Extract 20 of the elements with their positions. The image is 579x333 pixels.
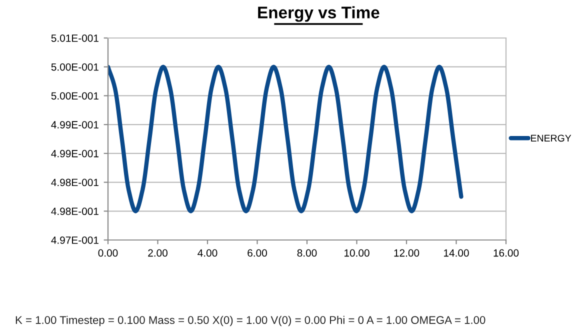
y-tick-label: 4.97E-001 bbox=[51, 236, 98, 244]
x-tick-label: 0.00 bbox=[98, 249, 118, 257]
y-tick-label: 4.99E-001 bbox=[51, 150, 98, 158]
x-tick-label: 16.00 bbox=[494, 249, 519, 257]
y-tick-label: 5.00E-001 bbox=[51, 63, 98, 71]
x-tick-label: 10.00 bbox=[344, 249, 370, 257]
x-tick-label: 4.00 bbox=[198, 249, 218, 257]
text: K = 1.00 Timestep = 0.100 Mass = 0.50 X(0) = 1.00 V(0) = 0.00 Phi = 0 A = 1.00 OMEGA = 1.00 bbox=[16, 316, 486, 326]
x-tick-label: 6.00 bbox=[248, 249, 267, 257]
y-tick-label: 5.01E-001 bbox=[51, 34, 98, 42]
x-tick-label: 12.00 bbox=[394, 249, 420, 257]
y-tick-label: 4.98E-001 bbox=[51, 178, 98, 186]
x-tick-label: 2.00 bbox=[148, 249, 168, 257]
x-tick-label: 14.00 bbox=[444, 249, 469, 257]
y-tick-label: 4.99E-001 bbox=[51, 121, 98, 128]
legend-label: ENERGY bbox=[531, 134, 572, 142]
y-tick-label: 5.00E-001 bbox=[51, 92, 98, 100]
chart-title: Energy vs Time bbox=[258, 6, 380, 22]
y-tick-label: 4.98E-001 bbox=[51, 208, 98, 216]
x-tick-label: 8.00 bbox=[297, 249, 317, 257]
